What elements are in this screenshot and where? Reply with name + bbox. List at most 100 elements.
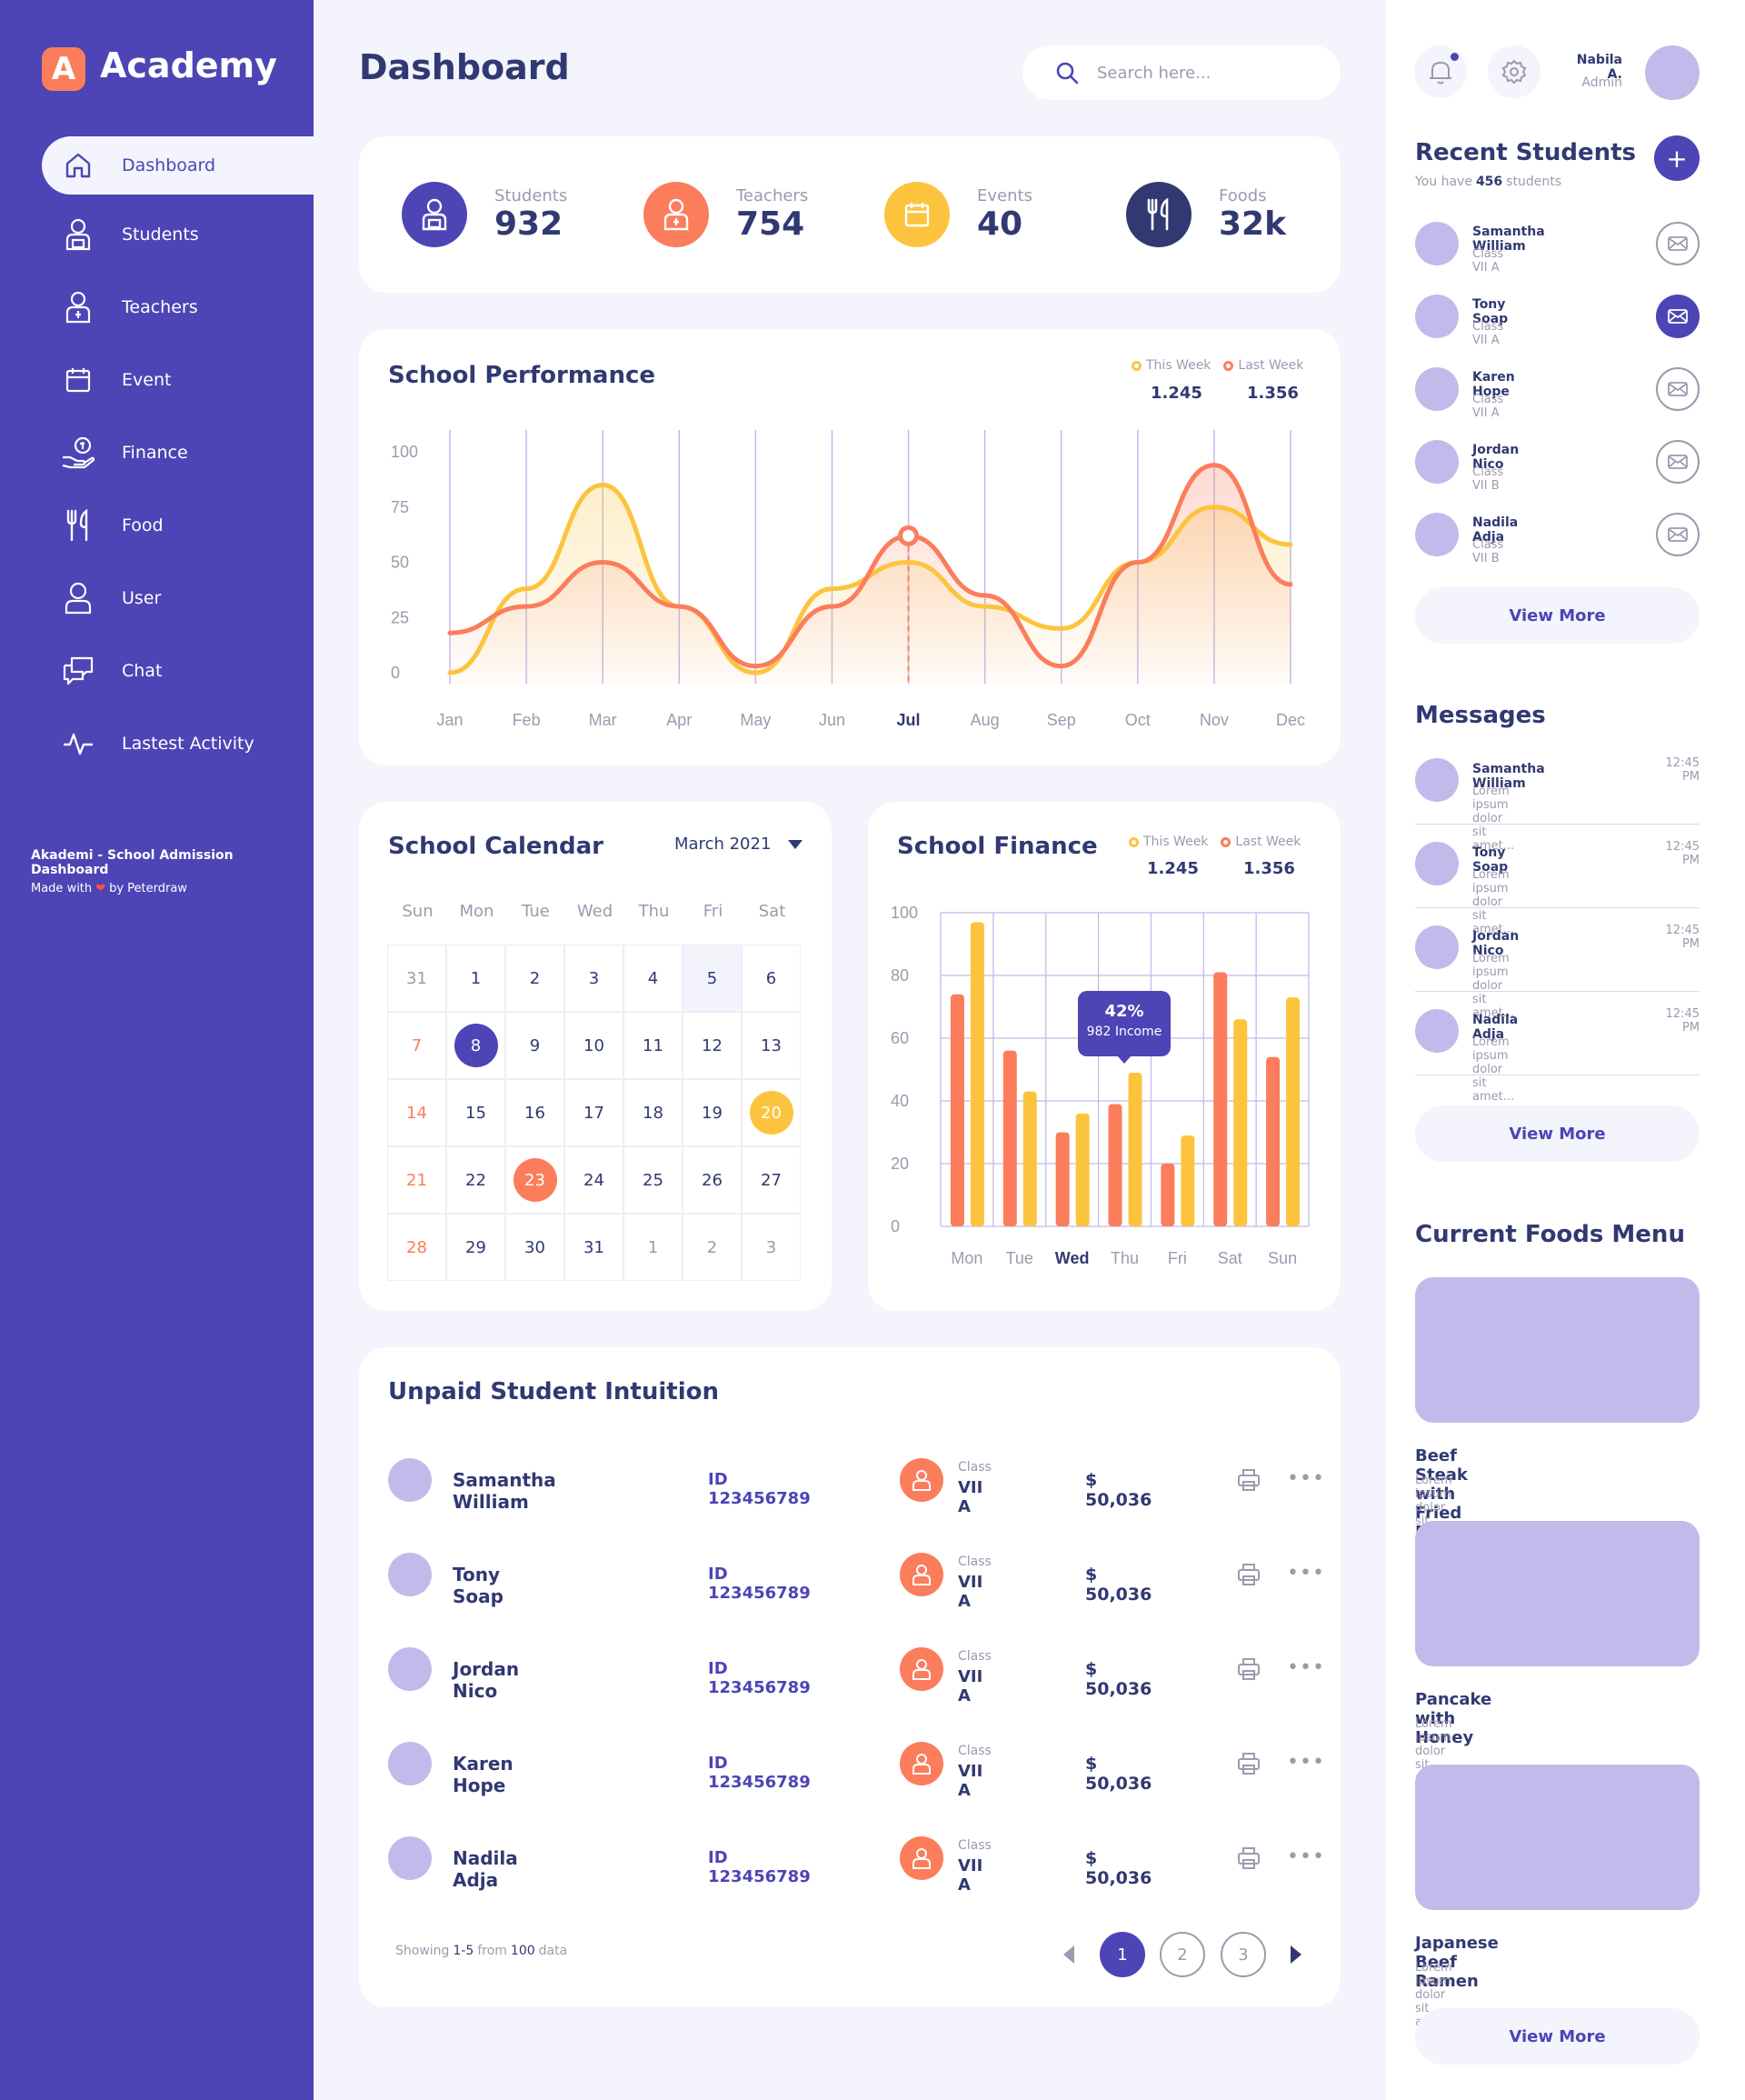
calendar-day[interactable]: 15 xyxy=(446,1079,505,1146)
print-icon[interactable] xyxy=(1236,1845,1261,1871)
calendar-day[interactable]: 3 xyxy=(564,945,623,1012)
calendar-day[interactable]: 21 xyxy=(387,1146,446,1214)
month-select[interactable]: March 2021 xyxy=(674,835,803,854)
calendar-day[interactable]: 26 xyxy=(683,1146,742,1214)
recent-view-more-button[interactable]: View More xyxy=(1415,587,1700,644)
calendar-day[interactable]: 2 xyxy=(505,945,564,1012)
weekday-label: Tue xyxy=(522,902,550,921)
calendar-day[interactable]: 1 xyxy=(623,1214,683,1281)
page-button-3[interactable]: 3 xyxy=(1221,1932,1266,1977)
calendar-day[interactable]: 9 xyxy=(505,1012,564,1079)
calendar-day[interactable]: 7 xyxy=(387,1012,446,1079)
message-button[interactable] xyxy=(1656,440,1700,484)
bar xyxy=(1161,1164,1175,1226)
calendar-day[interactable]: 31 xyxy=(387,945,446,1012)
calendar-day[interactable]: 14 xyxy=(387,1079,446,1146)
notification-button[interactable] xyxy=(1414,45,1467,98)
bar xyxy=(1233,1019,1248,1226)
teacher-icon xyxy=(643,182,709,247)
x-tick-label: Wed xyxy=(1055,1249,1090,1267)
message-button[interactable] xyxy=(1656,222,1700,265)
tooltip-text: 982 Income xyxy=(1086,1025,1162,1039)
calendar-icon xyxy=(884,182,950,247)
calendar-day[interactable]: 12 xyxy=(683,1012,742,1079)
more-options-icon[interactable]: ••• xyxy=(1287,1656,1325,1679)
y-tick-label: 100 xyxy=(391,443,418,461)
calendar-day[interactable]: 2 xyxy=(683,1214,742,1281)
message-button[interactable] xyxy=(1656,367,1700,411)
calendar-day[interactable]: 24 xyxy=(564,1146,623,1214)
sidebar-item-user[interactable]: User xyxy=(42,569,314,627)
settings-button[interactable] xyxy=(1488,45,1541,98)
student-name: Jordan Nico xyxy=(453,1658,520,1702)
calendar-card xyxy=(359,802,832,1311)
message-button[interactable] xyxy=(1656,513,1700,556)
messages-view-more-button[interactable]: View More xyxy=(1415,1105,1700,1162)
calendar-day[interactable]: 1 xyxy=(446,945,505,1012)
calendar-day[interactable]: 28 xyxy=(387,1214,446,1281)
sidebar-item-finance[interactable]: Finance xyxy=(42,424,314,482)
calendar-day-number: 28 xyxy=(406,1237,427,1257)
calendar-day-number: 2 xyxy=(706,1237,718,1257)
more-options-icon[interactable]: ••• xyxy=(1287,1845,1325,1868)
more-options-icon[interactable]: ••• xyxy=(1287,1562,1325,1585)
page-button-2[interactable]: 2 xyxy=(1160,1932,1205,1977)
page-button-1[interactable]: 1 xyxy=(1100,1932,1145,1977)
calendar-day[interactable]: 8 xyxy=(446,1012,505,1079)
sidebar-item-chat[interactable]: Chat xyxy=(42,642,314,700)
footer-author: by Peterdraw xyxy=(109,882,187,895)
calendar-day[interactable]: 17 xyxy=(564,1079,623,1146)
bar xyxy=(1286,997,1301,1226)
calendar-day[interactable]: 22 xyxy=(446,1146,505,1214)
legend-last-week: Last Week xyxy=(1221,835,1301,849)
message-button[interactable] xyxy=(1656,295,1700,338)
calendar-day[interactable]: 5 xyxy=(683,945,742,1012)
prev-page-button[interactable] xyxy=(1062,1944,1076,1965)
print-icon[interactable] xyxy=(1236,1467,1261,1493)
sidebar-item-latest-activity[interactable]: Lastest Activity xyxy=(42,715,314,773)
calendar-day[interactable]: 4 xyxy=(623,945,683,1012)
x-tick-label: Apr xyxy=(666,711,692,729)
calendar-day[interactable]: 3 xyxy=(742,1214,801,1281)
search-bar[interactable]: Search here... xyxy=(1022,45,1341,100)
calendar-day[interactable]: 23 xyxy=(505,1146,564,1214)
more-options-icon[interactable]: ••• xyxy=(1287,1751,1325,1774)
calendar-day[interactable]: 20 xyxy=(742,1079,801,1146)
more-options-icon[interactable]: ••• xyxy=(1287,1467,1325,1490)
print-icon[interactable] xyxy=(1236,1562,1261,1587)
calendar-day[interactable]: 27 xyxy=(742,1146,801,1214)
calendar-day[interactable]: 25 xyxy=(623,1146,683,1214)
sidebar-item-food[interactable]: Food xyxy=(42,496,314,555)
finance-chart: 100 80 60 40 20 0 Mon Tue Wed Thu Fri Sat Sun xyxy=(891,904,1310,1267)
add-student-button[interactable]: + xyxy=(1654,135,1700,181)
calendar-day[interactable]: 11 xyxy=(623,1012,683,1079)
avatar[interactable] xyxy=(1645,45,1700,100)
app-name: Academy xyxy=(100,45,277,85)
calendar-day[interactable]: 10 xyxy=(564,1012,623,1079)
student-name: Tony Soap xyxy=(453,1564,504,1607)
print-icon[interactable] xyxy=(1236,1656,1261,1682)
sidebar-item-teachers[interactable]: Teachers xyxy=(42,278,314,336)
calendar-day[interactable]: 31 xyxy=(564,1214,623,1281)
calendar-day[interactable]: 29 xyxy=(446,1214,505,1281)
class-label: Class xyxy=(958,1555,992,1569)
calendar-day-number: 8 xyxy=(454,1024,498,1067)
calendar-day[interactable]: 19 xyxy=(683,1079,742,1146)
print-icon[interactable] xyxy=(1236,1751,1261,1776)
calendar-day[interactable]: 13 xyxy=(742,1012,801,1079)
y-tick-label: 40 xyxy=(891,1092,909,1110)
sidebar-item-label: Lastest Activity xyxy=(122,734,254,754)
calendar-day[interactable]: 18 xyxy=(623,1079,683,1146)
search-input[interactable]: Search here... xyxy=(1097,63,1212,83)
calendar-day-number: 23 xyxy=(513,1158,557,1202)
student-name: Samantha William xyxy=(453,1469,556,1513)
calendar-day[interactable]: 30 xyxy=(505,1214,564,1281)
next-page-button[interactable] xyxy=(1289,1944,1303,1965)
foods-view-more-button[interactable]: View More xyxy=(1415,2008,1700,2065)
calendar-day-number: 19 xyxy=(702,1103,723,1123)
sidebar-item-event[interactable]: Event xyxy=(42,351,314,409)
sidebar-item-dashboard[interactable]: Dashboard xyxy=(42,136,314,195)
calendar-day[interactable]: 6 xyxy=(742,945,801,1012)
calendar-day[interactable]: 16 xyxy=(505,1079,564,1146)
sidebar-item-students[interactable]: Students xyxy=(42,205,314,264)
